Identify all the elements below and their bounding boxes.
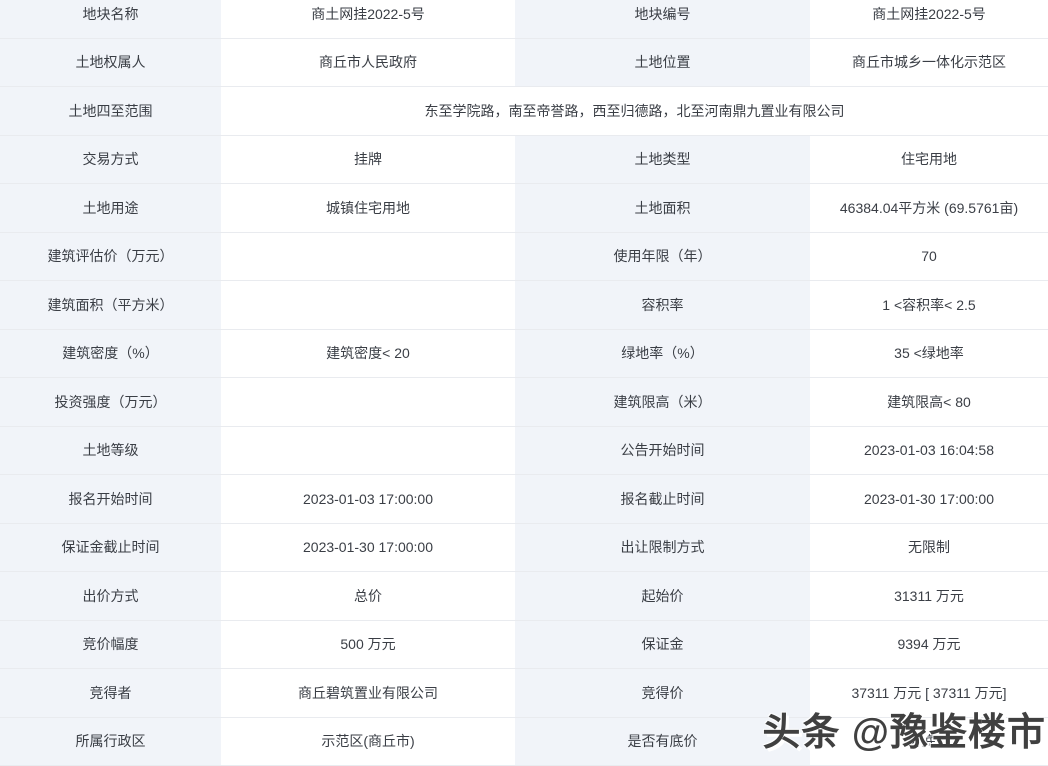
field-value: 商土网挂2022-5号 — [221, 0, 515, 38]
field-label: 报名截止时间 — [515, 475, 810, 523]
field-label: 土地权属人 — [0, 39, 221, 87]
table-row: 建筑面积（平方米） 容积率 1 <容积率< 2.5 — [0, 281, 1048, 330]
field-label: 所属行政区 — [0, 718, 221, 766]
field-value — [221, 233, 515, 281]
field-label: 起始价 — [515, 572, 810, 620]
field-label: 建筑评估价（万元） — [0, 233, 221, 281]
field-value: 35 <绿地率 — [810, 330, 1048, 378]
field-label: 公告开始时间 — [515, 427, 810, 475]
field-label: 土地位置 — [515, 39, 810, 87]
field-value: 商丘碧筑置业有限公司 — [221, 669, 515, 717]
field-value: 商土网挂2022-5号 — [810, 0, 1048, 38]
table-row: 所属行政区 示范区(商丘市) 是否有底价 无底价 — [0, 718, 1048, 766]
field-value: 无限制 — [810, 524, 1048, 572]
field-value: 2023-01-30 17:00:00 — [221, 524, 515, 572]
table-row: 竞得者 商丘碧筑置业有限公司 竞得价 37311 万元 [ 37311 万元] — [0, 669, 1048, 718]
field-value: 住宅用地 — [810, 136, 1048, 184]
field-label: 建筑密度（%） — [0, 330, 221, 378]
field-label: 出价方式 — [0, 572, 221, 620]
field-label: 土地类型 — [515, 136, 810, 184]
field-label: 保证金 — [515, 621, 810, 669]
field-value: 商丘市人民政府 — [221, 39, 515, 87]
table-row: 建筑评估价（万元） 使用年限（年） 70 — [0, 233, 1048, 282]
field-value: 商丘市城乡一体化示范区 — [810, 39, 1048, 87]
field-value: 总价 — [221, 572, 515, 620]
table-row: 报名开始时间 2023-01-03 17:00:00 报名截止时间 2023-0… — [0, 475, 1048, 524]
field-label: 使用年限（年） — [515, 233, 810, 281]
field-label: 土地四至范围 — [0, 87, 221, 135]
table-row: 出价方式 总价 起始价 31311 万元 — [0, 572, 1048, 621]
field-value: 46384.04平方米 (69.5761亩) — [810, 184, 1048, 232]
field-label: 绿地率（%） — [515, 330, 810, 378]
field-value: 31311 万元 — [810, 572, 1048, 620]
table-row: 地块名称 商土网挂2022-5号 地块编号 商土网挂2022-5号 — [0, 0, 1048, 39]
field-label: 竞得者 — [0, 669, 221, 717]
field-value — [221, 378, 515, 426]
field-label: 投资强度（万元） — [0, 378, 221, 426]
field-label: 是否有底价 — [515, 718, 810, 766]
field-label: 竞得价 — [515, 669, 810, 717]
table-row: 保证金截止时间 2023-01-30 17:00:00 出让限制方式 无限制 — [0, 524, 1048, 573]
field-value: 2023-01-30 17:00:00 — [810, 475, 1048, 523]
table-row: 竞价幅度 500 万元 保证金 9394 万元 — [0, 621, 1048, 670]
field-label: 容积率 — [515, 281, 810, 329]
field-value: 城镇住宅用地 — [221, 184, 515, 232]
field-label: 土地等级 — [0, 427, 221, 475]
table-row: 土地用途 城镇住宅用地 土地面积 46384.04平方米 (69.5761亩) — [0, 184, 1048, 233]
field-label: 地块编号 — [515, 0, 810, 38]
field-value: 建筑限高< 80 — [810, 378, 1048, 426]
table-row: 建筑密度（%） 建筑密度< 20 绿地率（%） 35 <绿地率 — [0, 330, 1048, 379]
field-label: 建筑面积（平方米） — [0, 281, 221, 329]
table-row: 土地权属人 商丘市人民政府 土地位置 商丘市城乡一体化示范区 — [0, 39, 1048, 88]
field-label: 建筑限高（米） — [515, 378, 810, 426]
field-label: 保证金截止时间 — [0, 524, 221, 572]
table-row: 交易方式 挂牌 土地类型 住宅用地 — [0, 136, 1048, 185]
field-label: 土地用途 — [0, 184, 221, 232]
field-value: 37311 万元 [ 37311 万元] — [810, 669, 1048, 717]
field-label: 土地面积 — [515, 184, 810, 232]
table-row: 投资强度（万元） 建筑限高（米） 建筑限高< 80 — [0, 378, 1048, 427]
field-label: 报名开始时间 — [0, 475, 221, 523]
field-value: 建筑密度< 20 — [221, 330, 515, 378]
field-value: 2023-01-03 16:04:58 — [810, 427, 1048, 475]
field-value: 9394 万元 — [810, 621, 1048, 669]
table-row-span: 土地四至范围 东至学院路，南至帝誉路，西至归德路，北至河南鼎九置业有限公司 — [0, 87, 1048, 136]
table-row: 土地等级 公告开始时间 2023-01-03 16:04:58 — [0, 427, 1048, 476]
field-value: 东至学院路，南至帝誉路，西至归德路，北至河南鼎九置业有限公司 — [221, 87, 1048, 135]
field-label: 地块名称 — [0, 0, 221, 38]
field-value: 挂牌 — [221, 136, 515, 184]
field-label: 交易方式 — [0, 136, 221, 184]
field-value — [221, 427, 515, 475]
field-value: 示范区(商丘市) — [221, 718, 515, 766]
field-value: 70 — [810, 233, 1048, 281]
field-value: 500 万元 — [221, 621, 515, 669]
field-label: 竞价幅度 — [0, 621, 221, 669]
field-value: 1 <容积率< 2.5 — [810, 281, 1048, 329]
field-value: 无底价 — [810, 718, 1048, 766]
field-value — [221, 281, 515, 329]
field-label: 出让限制方式 — [515, 524, 810, 572]
field-value: 2023-01-03 17:00:00 — [221, 475, 515, 523]
